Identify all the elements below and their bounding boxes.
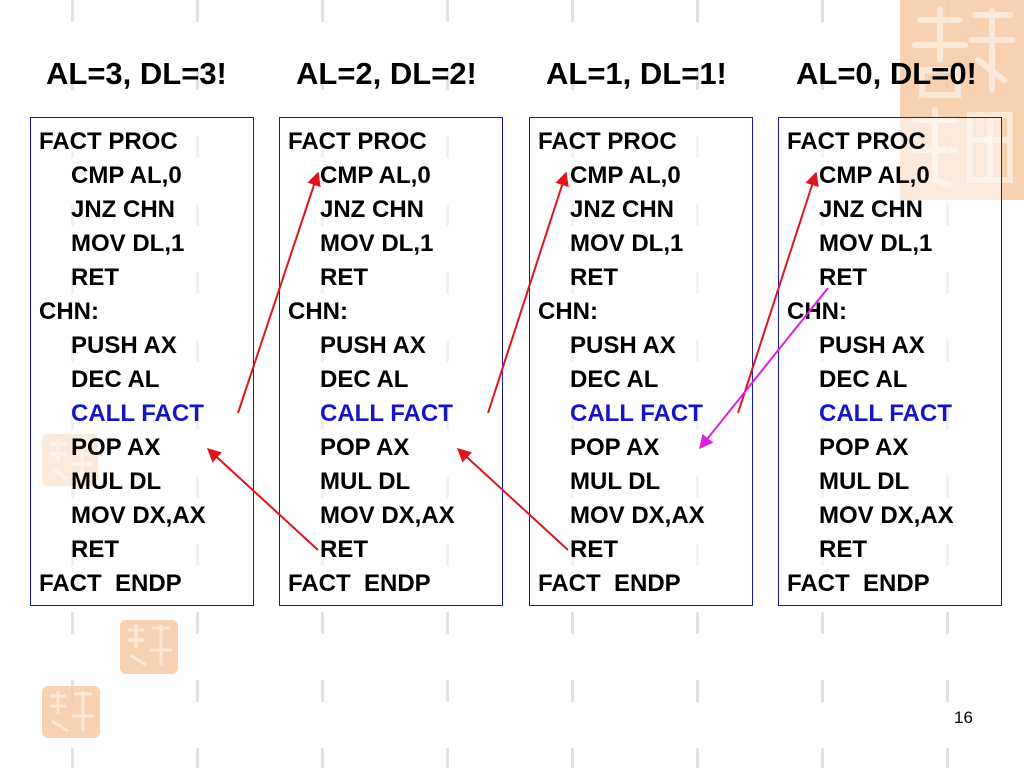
code-line: FACT PROC: [538, 128, 677, 155]
code-line: FACT PROC: [39, 128, 178, 155]
code-line: MOV DX,AX: [320, 502, 455, 529]
code-line: FACT ENDP: [538, 570, 681, 597]
code-line: CMP AL,0: [819, 162, 930, 189]
code-line: POP AX: [819, 434, 909, 461]
code-line: RET: [71, 264, 119, 291]
code-line: RET: [819, 264, 867, 291]
code-line: CMP AL,0: [320, 162, 431, 189]
code-line: FACT PROC: [288, 128, 427, 155]
code-line: FACT ENDP: [288, 570, 431, 597]
code-line: CHN:: [39, 298, 99, 325]
code-line: CMP AL,0: [570, 162, 681, 189]
code-line: JNZ CHN: [819, 196, 924, 223]
code-line: MUL DL: [819, 468, 910, 495]
code-line: FACT PROC: [787, 128, 926, 155]
code-line: MOV DL,1: [570, 230, 684, 257]
title-column-3: AL=1, DL=1!: [546, 56, 727, 91]
title-column-1: AL=3, DL=3!: [46, 56, 227, 91]
code-line: CALL FACT: [71, 400, 204, 427]
code-box-4: FACT PROC CMP AL,0 JNZ CHN MOV DL,1 RET CHN: P…: [778, 117, 1002, 606]
code-line: PUSH AX: [819, 332, 925, 359]
code-line: RET: [320, 264, 368, 291]
code-box-2: FACT PROC CMP AL,0 JNZ CHN MOV DL,1 RET CHN: P…: [279, 117, 503, 606]
code-line: DEC AL: [819, 366, 908, 393]
seal-stamp-bottom-left: [42, 686, 100, 738]
code-line: DEC AL: [320, 366, 409, 393]
code-line: DEC AL: [570, 366, 659, 393]
code-line: PUSH AX: [320, 332, 426, 359]
code-line: RET: [570, 264, 618, 291]
code-line: MUL DL: [71, 468, 162, 495]
code-line: CALL FACT: [320, 400, 453, 427]
seal-stamp-mid: [120, 620, 178, 674]
code-line: FACT ENDP: [39, 570, 182, 597]
code-line: RET: [570, 536, 618, 563]
code-line: MOV DL,1: [320, 230, 434, 257]
code-line: MOV DX,AX: [71, 502, 206, 529]
code-line: CALL FACT: [570, 400, 703, 427]
code-line: FACT ENDP: [787, 570, 930, 597]
code-line: MUL DL: [320, 468, 411, 495]
code-line: RET: [819, 536, 867, 563]
code-line: MOV DL,1: [819, 230, 933, 257]
code-line: JNZ CHN: [570, 196, 675, 223]
page-number: 16: [954, 708, 973, 727]
code-line: DEC AL: [71, 366, 160, 393]
code-line: MOV DL,1: [71, 230, 185, 257]
code-line: RET: [71, 536, 119, 563]
title-column-2: AL=2, DL=2!: [296, 56, 477, 91]
code-line: POP AX: [570, 434, 660, 461]
code-line: POP AX: [320, 434, 410, 461]
code-line: CHN:: [538, 298, 598, 325]
code-line: MOV DX,AX: [570, 502, 705, 529]
code-line: PUSH AX: [71, 332, 177, 359]
code-line: RET: [320, 536, 368, 563]
code-line: CHN:: [288, 298, 348, 325]
code-line: MOV DX,AX: [819, 502, 954, 529]
code-line: POP AX: [71, 434, 161, 461]
code-line: PUSH AX: [570, 332, 676, 359]
code-box-1: FACT PROC CMP AL,0 JNZ CHN MOV DL,1 RET CHN: P…: [30, 117, 254, 606]
code-line: JNZ CHN: [71, 196, 176, 223]
code-line: CHN:: [787, 298, 847, 325]
code-line: JNZ CHN: [320, 196, 425, 223]
code-box-3: FACT PROC CMP AL,0 JNZ CHN MOV DL,1 RET CHN: P…: [529, 117, 753, 606]
code-line: CALL FACT: [819, 400, 952, 427]
code-line: CMP AL,0: [71, 162, 182, 189]
title-column-4: AL=0, DL=0!: [796, 56, 977, 91]
code-line: MUL DL: [570, 468, 661, 495]
